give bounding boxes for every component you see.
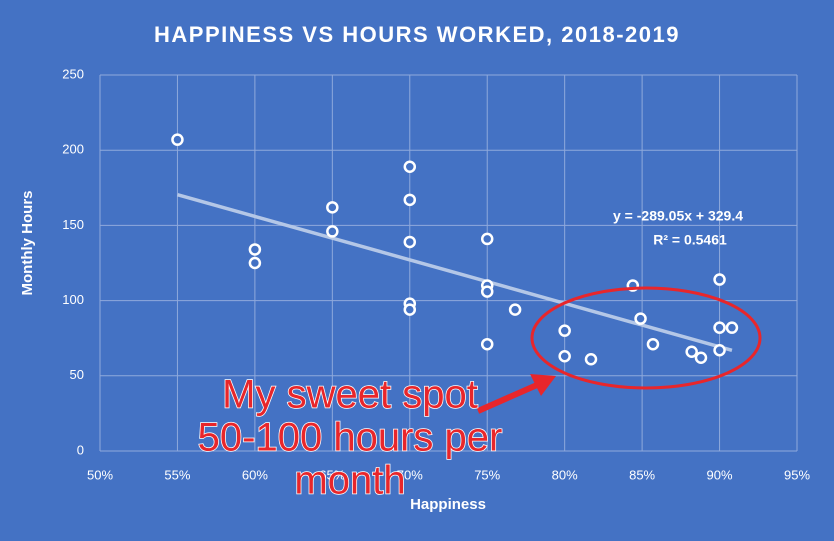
annotation-text: My sweet spot (222, 373, 478, 417)
data-point (685, 345, 698, 358)
data-point (558, 349, 571, 363)
highlight-ellipse (530, 286, 762, 390)
x-tick-label: 95% (784, 467, 810, 482)
x-tick-label: 65% (319, 467, 345, 482)
data-point (725, 321, 739, 334)
x-tick-label: 60% (242, 467, 268, 482)
x-tick-label: 75% (474, 467, 500, 482)
data-point (403, 193, 417, 207)
data-point (403, 160, 417, 173)
y-tick-label: 200 (62, 142, 84, 157)
data-point (403, 235, 417, 249)
y-tick-label: 50 (70, 367, 84, 382)
x-axis-label: Happiness (410, 496, 486, 513)
data-point (403, 303, 417, 316)
data-point (713, 273, 726, 286)
data-point (713, 321, 726, 334)
data-point (248, 243, 262, 256)
data-point (248, 256, 262, 270)
data-point (480, 285, 494, 298)
data-point (480, 232, 494, 246)
annotation-text: 50-100 hours per (198, 416, 503, 460)
data-point (646, 337, 660, 351)
trendline-equation: y = -289.05x + 329.4 (613, 208, 743, 224)
data-point (326, 225, 339, 238)
x-tick-label: 70% (397, 467, 423, 482)
y-axis-label: Monthly Hours (19, 191, 36, 296)
x-tick-label: 50% (87, 467, 113, 482)
x-tick-label: 90% (707, 467, 733, 482)
y-tick-label: 150 (62, 217, 84, 232)
y-tick-label: 0 (77, 442, 84, 457)
x-tick-label: 85% (629, 467, 655, 482)
data-point (171, 133, 184, 146)
arrow-head (530, 374, 556, 396)
chart-title: HAPPINESS VS HOURS WORKED, 2018-2019 (154, 22, 680, 47)
arrow-shaft (476, 382, 539, 414)
annotation-text: month (294, 459, 405, 503)
data-point (326, 201, 339, 214)
trendline-r2: R² = 0.5461 (653, 232, 727, 248)
plot-area: 0 50 100 150 200 250 50% 55% 60% 65% 70% 75% 80% 85% 9… (62, 66, 810, 482)
data-point (558, 324, 571, 337)
x-tick-label: 55% (164, 467, 190, 482)
y-tick-label: 100 (62, 292, 84, 307)
x-tick-label: 80% (552, 467, 578, 482)
data-point (694, 351, 708, 365)
y-tick-label: 250 (62, 66, 84, 81)
data-point (634, 312, 647, 325)
data-point (713, 343, 726, 357)
data-point (480, 337, 494, 351)
data-point (508, 303, 522, 316)
data-point (584, 353, 598, 366)
